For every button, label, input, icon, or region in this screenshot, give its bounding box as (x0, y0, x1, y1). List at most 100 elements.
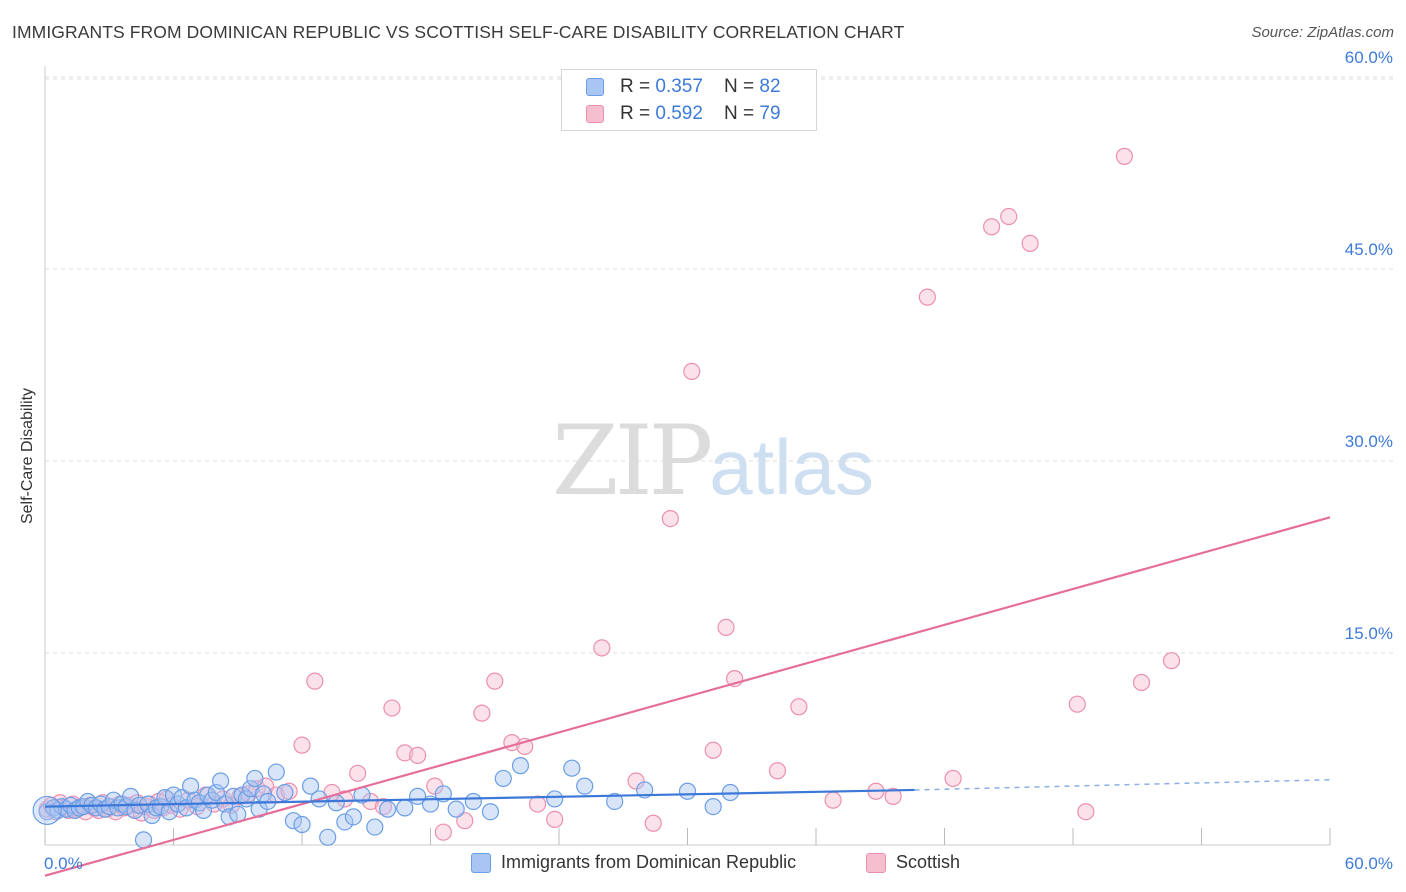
scottish-point (306, 672, 324, 690)
legend-blue-n: 82 (759, 76, 781, 97)
legend-r-label: R = (620, 76, 656, 97)
scottish-point (1000, 207, 1018, 226)
dominican-point (284, 812, 303, 830)
dominican-point (117, 797, 135, 816)
scottish-point (383, 699, 401, 717)
x-tick-label-min: 0.0% (44, 854, 83, 873)
scottish-point (661, 509, 679, 528)
legend-pink-r: 0.592 (655, 103, 703, 124)
legend-row-scottish: R = 0.592 N = 79 (586, 102, 781, 126)
dominican-point (242, 780, 260, 798)
dominican-point (606, 792, 624, 811)
chart-title: IMMIGRANTS FROM DOMINICAN REPUBLIC VS SC… (12, 22, 905, 42)
y-tick-label: 15.0% (1345, 624, 1393, 643)
dominican-point (447, 800, 465, 818)
series-swatch-blue (471, 852, 491, 873)
legend-pink-n: 79 (759, 103, 781, 124)
scottish-point (824, 791, 842, 809)
scottish-point (546, 810, 564, 829)
scottish-point (349, 764, 367, 782)
series-swatch-pink (866, 852, 886, 873)
scottish-point (683, 362, 701, 380)
scottish-point (528, 795, 547, 813)
dominican-point (576, 777, 594, 795)
dominican-point (276, 783, 294, 802)
dominican-point (396, 799, 414, 817)
y-tick-label: 45.0% (1345, 240, 1393, 259)
scottish-point (884, 787, 902, 805)
dominican-point (319, 828, 337, 846)
dominican-trendline (44, 788, 915, 808)
dominican-point-cluster (32, 795, 62, 826)
scottish-point (983, 218, 1001, 236)
legend-swatch-blue (586, 78, 604, 96)
dominican-point (173, 789, 191, 807)
series-legend-scottish[interactable]: Scottish (866, 852, 960, 873)
watermark: ZIPatlas (552, 405, 874, 517)
scottish-point (1132, 673, 1151, 692)
scottish-point (293, 736, 311, 754)
dominican-point (134, 831, 153, 849)
axis-layer (44, 66, 1331, 846)
legend-n-label: N = (724, 103, 760, 124)
dominican-point (224, 787, 243, 805)
dominican-trendline-extension (914, 778, 1331, 791)
scottish-point (768, 762, 787, 780)
grid-layer (45, 76, 1395, 654)
dominican-point (511, 757, 530, 775)
scottish-point (704, 741, 722, 759)
dominican-point (366, 818, 384, 836)
dominican-point (152, 797, 170, 816)
dominican-point (546, 790, 564, 808)
dominican-point (379, 800, 397, 818)
dominican-point (464, 792, 482, 811)
scottish-point (1115, 147, 1134, 165)
scottish-point (1068, 695, 1086, 713)
scottish-point (944, 769, 962, 788)
x-tick-label-max: 60.0% (1345, 854, 1393, 873)
dominican-point (212, 772, 230, 790)
series-legend-label-dominican: Immigrants from Dominican Republic (501, 852, 797, 872)
scottish-point (486, 672, 504, 690)
series-legend-label-scottish: Scottish (896, 852, 961, 872)
legend-r-label: R = (620, 103, 656, 124)
series-legend-dominican[interactable]: Immigrants from Dominican Republic (471, 852, 796, 873)
y-tick-label: 60.0% (1345, 48, 1393, 67)
tick-label-layer: 15.0% 30.0% 45.0% 60.0% 0.0% 60.0% (44, 48, 1393, 873)
y-tick-label: 30.0% (1345, 432, 1393, 451)
scottish-point (644, 814, 662, 832)
scottish-point (396, 744, 414, 762)
watermark-atlas: atlas (709, 423, 874, 511)
scottish-point (1162, 652, 1181, 670)
dominican-point (344, 808, 362, 826)
scottish-point (473, 704, 491, 722)
trend-layer (44, 516, 1331, 877)
scottish-points (38, 147, 1181, 841)
dominican-points (32, 757, 739, 849)
legend-blue-r: 0.357 (655, 76, 703, 97)
dominican-point (494, 769, 512, 788)
dominican-point (336, 813, 354, 831)
dominican-point (563, 759, 581, 777)
scottish-point (409, 746, 427, 765)
legend-swatch-pink (586, 105, 604, 123)
dominican-point (678, 782, 697, 800)
legend-n-label: N = (724, 76, 760, 97)
scottish-point (336, 790, 354, 808)
dominican-point (481, 803, 500, 821)
dominican-point (704, 797, 722, 816)
scottish-point (1077, 803, 1095, 821)
legend-row-dominican: R = 0.357 N = 82 (586, 75, 781, 99)
scottish-point (717, 618, 735, 637)
source-label: Source: ZipAtlas.com (1251, 24, 1394, 41)
scottish-point (456, 812, 474, 830)
dominican-point (246, 769, 264, 788)
scottish-point (1021, 234, 1039, 252)
dominican-point (434, 785, 452, 803)
scottish-point (790, 698, 808, 716)
dominican-point (301, 777, 320, 795)
scottish-point (918, 288, 936, 306)
series-legend: Immigrants from Dominican Republic Scott… (0, 852, 1406, 878)
scottish-point (593, 639, 611, 657)
